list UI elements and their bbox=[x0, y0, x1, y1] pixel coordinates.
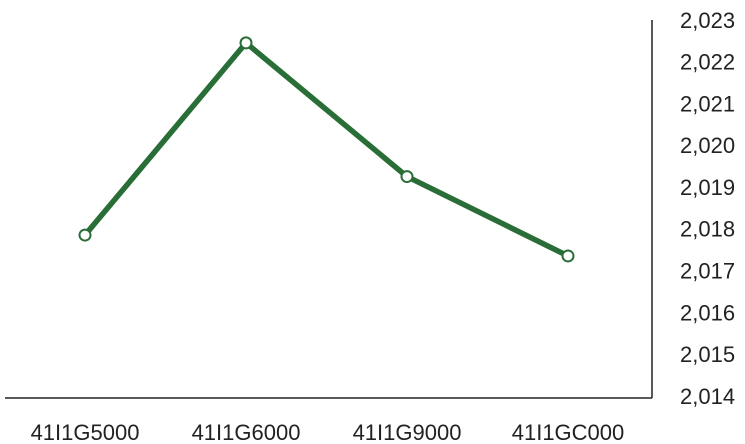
y-tick-label: 2,018 bbox=[680, 217, 735, 242]
data-point bbox=[400, 170, 414, 184]
y-tick-label: 2,019 bbox=[680, 175, 735, 200]
series-line bbox=[82, 40, 571, 259]
series-group bbox=[78, 36, 575, 263]
y-tick-label: 2,021 bbox=[680, 91, 735, 116]
x-tick-label: 41I1G5000 bbox=[31, 420, 140, 444]
y-axis-ticks: 2,014 2,015 2,016 2,017 2,018 2,019 2,020 2,021… bbox=[680, 8, 735, 409]
y-tick-label: 2,020 bbox=[680, 133, 735, 158]
x-tick-label: 41I1G6000 bbox=[192, 420, 301, 444]
y-tick-label: 2,017 bbox=[680, 258, 735, 283]
data-point bbox=[78, 228, 92, 242]
x-tick-label: 41I1G9000 bbox=[353, 420, 462, 444]
y-tick-label: 2,022 bbox=[680, 50, 735, 75]
y-tick-label: 2,023 bbox=[680, 8, 735, 33]
data-point bbox=[561, 249, 575, 263]
y-tick-label: 2,014 bbox=[680, 384, 735, 409]
data-point bbox=[239, 36, 253, 50]
x-tick-label: 41I1GC000 bbox=[512, 420, 625, 444]
x-axis-ticks: 41I1G5000 41I1G6000 41I1G9000 41I1GC000 bbox=[31, 420, 625, 444]
y-tick-label: 2,016 bbox=[680, 300, 735, 325]
y-tick-label: 2,015 bbox=[680, 342, 735, 367]
